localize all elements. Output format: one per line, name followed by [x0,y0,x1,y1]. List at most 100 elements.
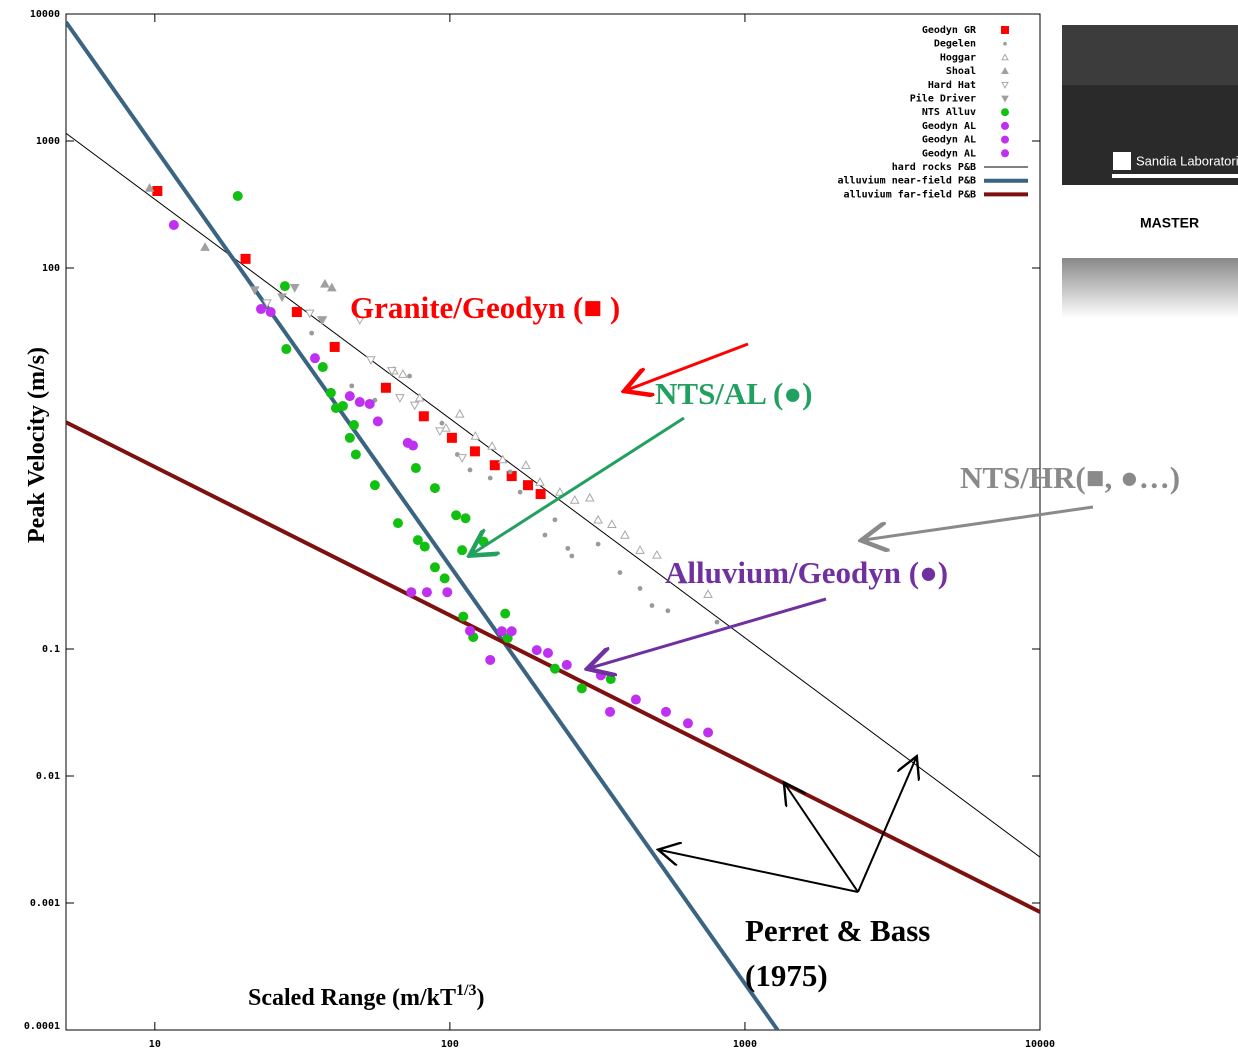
point [354,316,365,325]
x-axis-label: Scaled Range (m/kT1/3) [248,982,484,1011]
stamp: MASTER [1140,215,1199,231]
cover-texture [1062,25,1238,85]
point [277,293,287,303]
arrows [472,342,1094,893]
annotation: Granite/Geodyn (■ ) [350,290,620,325]
point [240,253,251,264]
point [500,608,511,619]
logo-box [1113,152,1131,170]
point [344,432,355,443]
y-tick-label: 1000 [36,136,60,147]
legend-label: NTS Alluv [922,107,976,118]
legend-label: hard rocks P&B [892,162,976,173]
point [232,190,243,201]
x-tick-label: 100 [441,1039,459,1050]
point [682,718,693,729]
point [372,416,383,427]
point [565,545,571,551]
point [364,398,375,409]
annotation: Alluvium/Geodyn (●) [665,555,948,590]
point [620,529,630,539]
point [454,408,465,418]
point [652,549,662,559]
point [412,535,423,546]
point [309,330,315,336]
legend-label: Geodyn AL [922,135,976,146]
point [595,541,601,547]
legend-label: alluvium near-field P&B [838,175,976,187]
point [607,519,617,528]
annotation: (1975) [745,958,828,993]
x-tick-label: 10000 [1025,1039,1055,1050]
point [460,513,471,524]
annotation: NTS/HR(■, ●…) [960,460,1180,495]
point [439,573,450,584]
annotation: Perret & Bass [745,913,930,948]
point [326,282,337,292]
point [392,518,403,529]
line-layer [66,20,1040,1030]
point [320,278,330,288]
point [262,299,272,309]
point [561,659,572,670]
legend-swatch [1001,81,1009,89]
arrow [785,784,859,893]
point [555,487,565,496]
point [418,411,429,422]
y-tick-label: 100 [42,263,60,274]
point [348,420,359,431]
legend: Geodyn GR Degelen Hoggar Shoal Hard Hat Pile … [838,25,1028,200]
cover-rule [1112,174,1238,178]
point [485,654,496,665]
y-tick-label: 0.01 [36,771,60,782]
point [660,706,671,717]
point [265,307,276,318]
point [665,608,671,614]
point [409,401,420,411]
point [152,185,163,196]
legend-label: Pile Driver [910,93,976,105]
point [442,587,453,598]
point [678,574,688,584]
point [535,489,546,500]
point [395,394,405,403]
point [637,586,643,591]
inset-cover: Sandia Laboratories MASTER [1062,25,1238,318]
point [487,441,497,450]
point [457,454,467,463]
point [496,626,507,637]
legend-swatch [1001,121,1009,130]
annotation: NTS/AL (●) [655,376,812,411]
legend-label: Geodyn GR [922,25,977,36]
point [635,545,645,554]
point [255,304,266,315]
point [457,545,468,556]
point [487,475,493,481]
y-tick-label: 0.001 [30,898,60,909]
point [703,727,714,738]
point [630,694,641,705]
point [144,183,155,192]
point [398,369,408,378]
logo-text: Sandia Laboratories [1136,153,1238,168]
point [350,449,361,460]
point [497,454,508,464]
cover-band [1062,258,1238,318]
x-label-sup: 1/3 [456,982,476,999]
point [419,541,430,552]
point [337,400,348,411]
point [605,706,616,717]
point [465,625,476,636]
point [523,480,534,491]
point [325,387,336,398]
point [542,648,553,659]
point [446,432,457,443]
point [387,367,397,376]
x-label-end: ) [476,985,484,1011]
point [316,316,327,325]
point [549,663,560,674]
point [309,353,320,364]
legend-label: Shoal [946,66,976,77]
point [569,553,575,559]
point [595,670,606,681]
